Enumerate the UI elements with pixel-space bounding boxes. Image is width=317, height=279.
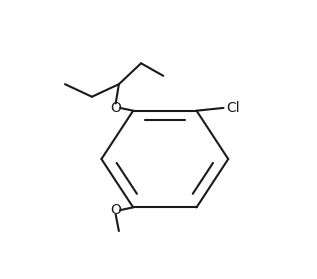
Text: O: O bbox=[110, 101, 121, 115]
Text: O: O bbox=[110, 203, 121, 217]
Text: Cl: Cl bbox=[227, 101, 240, 115]
